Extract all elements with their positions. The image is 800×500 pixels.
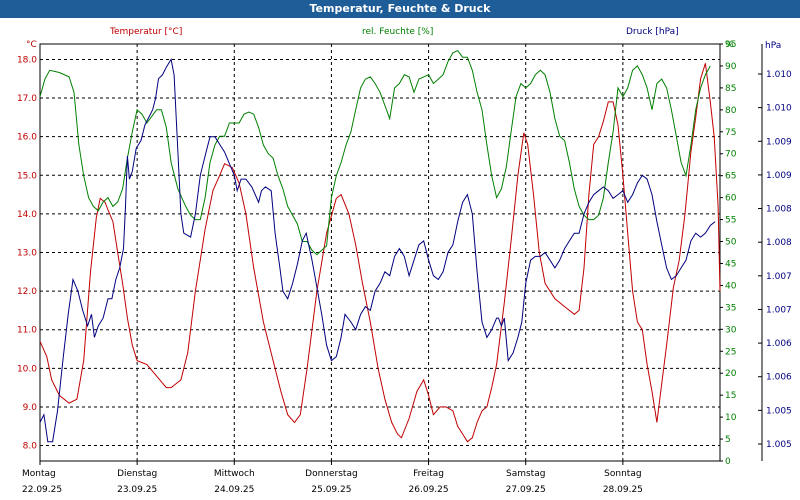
humidity-tick-label: 65 (725, 172, 736, 182)
humidity-unit-label: % (725, 40, 734, 50)
temperature-tick-label: 18.0 (17, 55, 37, 65)
legend-pressure: Druck [hPa] (626, 27, 679, 37)
x-axis-ticks: Montag 22.09.25 Dienstag 23.09.25 Mittwoch 24… (22, 461, 643, 495)
x-tick-date-label: 26.09.25 (409, 485, 449, 495)
temperature-ticks: 8.0 9.0 10.0 11.0 12.0 13.0 14.0 15.0 16.0 17.0 18… (17, 55, 37, 451)
x-tick-day-label: Sonntag (604, 469, 641, 479)
x-tick-day-label: Mittwoch (214, 469, 255, 479)
x-tick-day-label: Donnerstag (305, 469, 358, 479)
temperature-tick-label: 13.0 (17, 249, 37, 259)
humidity-tick-label: 0 (725, 457, 731, 467)
humidity-ticks: 0 5 10 15 20 25 30 35 40 45 50 55 60 65 70 75 80 85 90 95 (720, 40, 737, 467)
humidity-tick-label: 95 (725, 40, 736, 50)
x-tick-day-label: Dienstag (117, 469, 157, 479)
humidity-tick-label: 55 (725, 216, 736, 226)
humidity-tick-label: 30 (725, 325, 737, 335)
legend-humidity: rel. Feuchte [%] (362, 27, 433, 37)
temperature-tick-label: 15.0 (17, 171, 37, 181)
series-line-humidity (39, 49, 711, 256)
humidity-tick-label: 75 (725, 128, 736, 138)
temperature-tick-label: 10.0 (17, 364, 37, 374)
temperature-tick-label: 8.0 (23, 442, 38, 452)
humidity-tick-label: 50 (725, 238, 737, 248)
series-lines (39, 49, 721, 443)
pressure-tick-label: 1.008 (766, 205, 792, 215)
humidity-tick-label: 80 (725, 106, 737, 116)
humidity-tick-label: 15 (725, 391, 736, 401)
temperature-tick-label: 12.0 (17, 287, 37, 297)
pressure-ticks: 1.005 1.005 1.006 1.006 1.007 1.007 1.008 1.008… (758, 70, 792, 450)
pressure-tick-label: 1.007 (766, 272, 792, 282)
pressure-tick-label: 1.009 (766, 137, 792, 147)
temperature-tick-label: 14.0 (17, 210, 37, 220)
humidity-tick-label: 45 (725, 259, 736, 269)
humidity-tick-label: 5 (725, 435, 731, 445)
pressure-tick-label: 1.010 (766, 104, 792, 114)
humidity-tick-label: 90 (725, 62, 737, 72)
legend-temperature: Temperatur [°C] (109, 27, 182, 37)
window-title: Temperatur, Feuchte & Druck (0, 0, 800, 18)
humidity-tick-label: 20 (725, 369, 737, 379)
x-tick-date-label: 28.09.25 (603, 485, 643, 495)
humidity-tick-label: 35 (725, 303, 736, 313)
pressure-tick-label: 1.008 (766, 238, 792, 248)
x-tick-day-label: Freitag (413, 469, 444, 479)
temperature-tick-label: 17.0 (17, 94, 37, 104)
humidity-tick-label: 70 (725, 150, 737, 160)
humidity-tick-label: 10 (725, 413, 737, 423)
pressure-tick-label: 1.010 (766, 70, 792, 80)
pressure-unit-label: hPa (765, 41, 781, 51)
series-line-pressure (39, 58, 716, 443)
x-tick-date-label: 24.09.25 (214, 485, 254, 495)
series-line-temperature (39, 63, 721, 443)
x-tick-date-label: 27.09.25 (506, 485, 546, 495)
humidity-tick-label: 40 (725, 281, 737, 291)
humidity-tick-label: 60 (725, 194, 737, 204)
x-tick-day-label: Samstag (506, 469, 545, 479)
pressure-tick-label: 1.009 (766, 171, 792, 181)
pressure-tick-label: 1.005 (766, 440, 792, 450)
pressure-tick-label: 1.007 (766, 305, 792, 315)
x-tick-date-label: 23.09.25 (117, 485, 157, 495)
pressure-tick-label: 1.006 (766, 373, 792, 383)
temperature-unit-label: °C (26, 40, 37, 50)
x-tick-date-label: 22.09.25 (22, 485, 62, 495)
grid (40, 44, 720, 461)
temperature-tick-label: 9.0 (23, 403, 38, 413)
humidity-tick-label: 85 (725, 84, 736, 94)
temperature-tick-label: 11.0 (17, 326, 37, 336)
x-tick-day-label: Montag (22, 469, 56, 479)
pressure-tick-label: 1.006 (766, 339, 792, 349)
plot-area-frame (39, 43, 721, 462)
x-tick-date-label: 25.09.25 (311, 485, 351, 495)
pressure-tick-label: 1.005 (766, 406, 792, 416)
temperature-tick-label: 16.0 (17, 133, 37, 143)
humidity-tick-label: 25 (725, 347, 736, 357)
